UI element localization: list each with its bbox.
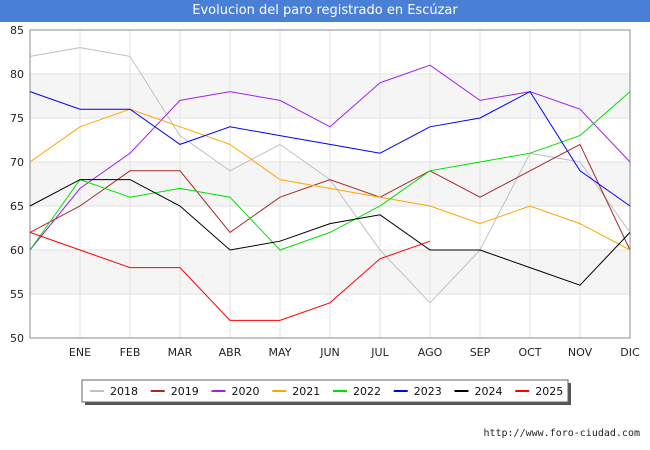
y-tick-label: 65 [10, 200, 24, 213]
legend-label-2025: 2025 [535, 385, 563, 398]
legend: 2018 2019 2020 2021 2022 2023 2024 2025 [81, 379, 569, 403]
legend-label-2019: 2019 [171, 385, 199, 398]
x-tick-label: ENE [69, 346, 91, 359]
series-line-2019 [29, 143, 631, 251]
source-url[interactable]: http://www.foro-ciudad.com [483, 428, 640, 439]
x-tick-label: JUN [319, 346, 340, 359]
y-tick-label: 75 [10, 112, 24, 125]
series-line-2023 [29, 90, 631, 207]
x-tick-label: DIC [620, 346, 640, 359]
legend-label-2023: 2023 [414, 385, 442, 398]
series-line-2025 [29, 231, 431, 321]
legend-label-2018: 2018 [110, 385, 138, 398]
plot-border [29, 29, 631, 339]
x-tick-label: ABR [219, 346, 242, 359]
x-tick-label: FEB [120, 346, 141, 359]
x-tick-label: JUL [370, 346, 389, 359]
y-tick-label: 50 [10, 332, 24, 345]
legend-label-2024: 2024 [475, 385, 503, 398]
chart-title: Evolucion del paro registrado en Escúzar [0, 0, 650, 22]
legend-label-2021: 2021 [292, 385, 320, 398]
series-line-2022 [29, 91, 631, 251]
y-tick-label: 70 [10, 156, 24, 169]
x-tick-label: MAY [269, 346, 292, 359]
y-tick-label: 60 [10, 244, 24, 257]
x-tick-label: AGO [418, 346, 443, 359]
x-tick-label: OCT [518, 346, 541, 359]
x-tick-label: SEP [470, 346, 491, 359]
y-tick-label: 85 [10, 24, 24, 37]
x-tick-label: MAR [168, 346, 193, 359]
legend-label-2020: 2020 [232, 385, 260, 398]
y-tick-label: 55 [10, 288, 24, 301]
legend-box [81, 379, 569, 403]
y-tick-label: 80 [10, 68, 24, 81]
series-line-2024 [29, 179, 631, 286]
legend-label-2022: 2022 [353, 385, 381, 398]
x-tick-label: NOV [568, 346, 593, 359]
